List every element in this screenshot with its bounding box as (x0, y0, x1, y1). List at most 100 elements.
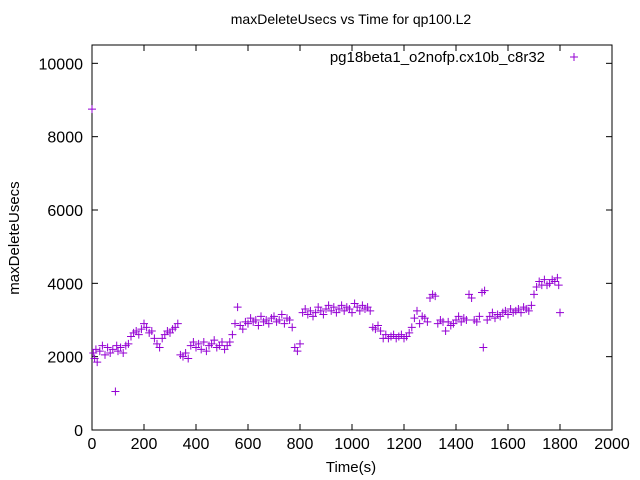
data-point (462, 316, 471, 324)
data-point (275, 316, 284, 324)
data-point (108, 345, 117, 354)
x-tick-label: 1000 (334, 436, 370, 453)
data-point (233, 303, 242, 312)
data-point (405, 328, 414, 337)
data-point (101, 350, 109, 359)
x-tick-label: 2000 (594, 436, 630, 453)
data-point (251, 316, 260, 324)
data-point (134, 330, 143, 339)
data-point (355, 306, 364, 315)
data-point (480, 286, 489, 295)
data-point (376, 327, 385, 335)
y-tick-label: 2000 (47, 350, 83, 367)
data-point (329, 303, 338, 312)
data-point (277, 310, 286, 319)
data-point (150, 334, 159, 343)
chart-title: maxDeleteUsecs vs Time for qp100.L2 (231, 11, 472, 27)
x-tick-label: 1600 (490, 436, 526, 453)
data-point (423, 317, 432, 326)
legend-marker (570, 53, 578, 61)
data-point (244, 319, 252, 328)
data-point (374, 321, 382, 330)
legend: pg18beta1_o2nofp.cx10b_c8r32 (330, 49, 578, 66)
data-point (124, 339, 133, 348)
data-point (517, 308, 525, 317)
x-tick-label: 1400 (438, 436, 474, 453)
data-point (137, 325, 146, 334)
data-point (479, 343, 488, 352)
x-tick-label: 600 (235, 436, 262, 453)
data-point (441, 327, 450, 335)
legend-series-label: pg18beta1_o2nofp.cx10b_c8r32 (330, 49, 545, 66)
data-point (189, 338, 198, 346)
data-point (532, 283, 541, 291)
data-point (119, 349, 128, 357)
data-point (415, 319, 424, 328)
data-point (413, 306, 421, 315)
x-axis-title: Time(s) (326, 459, 376, 476)
data-point (524, 306, 533, 315)
data-point (210, 336, 219, 345)
y-tick-label: 4000 (47, 276, 83, 293)
data-point (324, 301, 333, 310)
data-point (98, 341, 107, 350)
data-point (454, 312, 463, 321)
data-point (93, 358, 102, 367)
data-point (553, 273, 562, 282)
data-point (296, 339, 304, 348)
data-point (103, 343, 112, 352)
data-point (199, 338, 208, 346)
data-point (173, 319, 182, 328)
data-point (111, 387, 120, 396)
data-point (91, 345, 100, 354)
data-point (472, 317, 481, 326)
data-point (270, 312, 278, 321)
data-point (116, 343, 125, 352)
x-axis: 0 200 400 600 800 1000 1200 1400 1600 1800 2000 (88, 45, 630, 453)
data-point (288, 323, 297, 332)
data-point (88, 105, 96, 114)
data-point (280, 319, 289, 328)
data-point (231, 319, 239, 328)
data-point (147, 327, 156, 335)
data-point (95, 347, 104, 356)
x-tick-label: 1800 (542, 436, 578, 453)
data-point (218, 338, 226, 346)
data-point (467, 294, 476, 302)
data-point (293, 347, 302, 356)
data-point (181, 349, 190, 357)
data-point (311, 308, 320, 317)
data-point (254, 321, 263, 330)
data-point (112, 341, 121, 350)
data-point (540, 275, 549, 284)
data-point (228, 330, 237, 339)
data-point (475, 312, 484, 321)
data-point (285, 316, 294, 324)
data-point (238, 325, 247, 334)
data-point (155, 343, 164, 352)
data-point (527, 301, 536, 310)
y-tick-label: 6000 (47, 203, 83, 220)
y-tick-label: 8000 (47, 130, 83, 147)
data-point (348, 308, 356, 317)
data-point (319, 310, 328, 319)
data-point (184, 354, 193, 363)
data-point (410, 314, 419, 323)
data-point (407, 323, 416, 332)
y-tick-label: 0 (74, 423, 83, 440)
x-tick-label: 800 (287, 436, 314, 453)
data-series-points (88, 105, 564, 396)
data-point (301, 305, 310, 313)
y-axis: 0 2000 4000 6000 8000 10000 (39, 56, 612, 440)
data-point (504, 310, 512, 319)
data-point (257, 312, 265, 321)
data-point (431, 292, 440, 301)
x-tick-label: 400 (183, 436, 210, 453)
data-point (337, 301, 346, 310)
data-point (530, 290, 538, 299)
data-point (556, 308, 564, 317)
y-axis-title: maxDeleteUsecs (6, 181, 23, 294)
data-point (306, 306, 315, 315)
data-point (197, 345, 206, 354)
